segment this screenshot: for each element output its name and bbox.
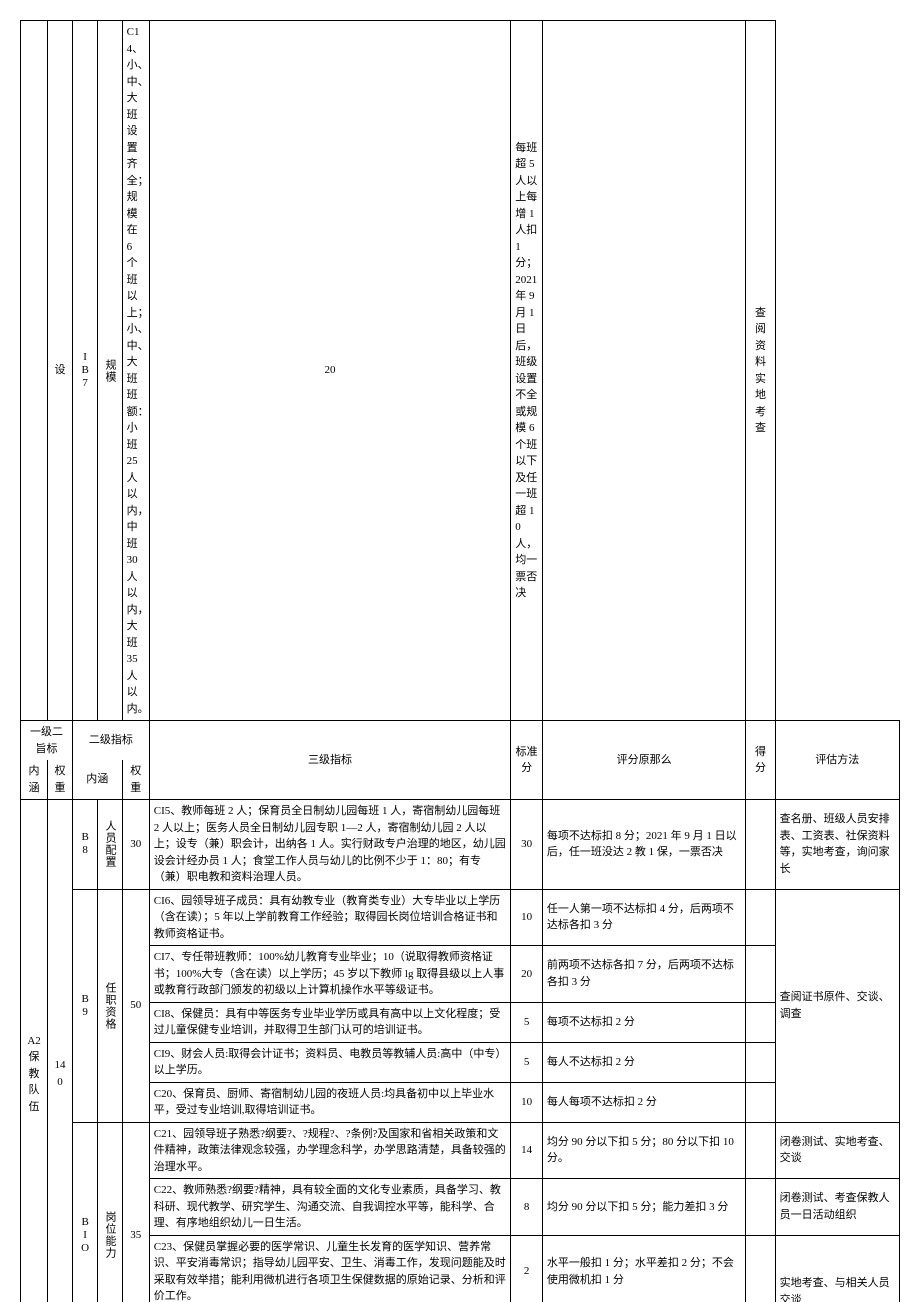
b8-weight: 30 xyxy=(122,800,149,890)
evaluation-table: 设 IB7 规模 C14、小、中、大班设置齐全；规模在 6 个班以上；小、中、大… xyxy=(20,20,900,1302)
c16-method: 查阅证书原件、交谈、调查 xyxy=(775,889,899,1122)
c23-method: 实地考查、与相关人员交谈 xyxy=(775,1235,899,1302)
c21-text: C21、园领导班子熟悉?纲要?、?规程?、?条例?及国家和省相关政策和文件精神，… xyxy=(149,1122,511,1179)
c15-getscore xyxy=(746,800,775,890)
a2-name: A2 保教队伍 xyxy=(21,800,48,1302)
c22-text: C22、教师熟悉?纲要?精神，具有较全面的文化专业素质，具备学习、教科研、现代教… xyxy=(149,1179,511,1236)
c16-score: 10 xyxy=(511,889,543,946)
top-she: 设 xyxy=(48,21,73,721)
row-c15: A2 保教队伍 140 B8 人员配置 30 CI5、教师每班 2 人；保育员全… xyxy=(21,800,900,890)
c18-getscore xyxy=(746,1002,775,1042)
top-code-suffix: 规模 xyxy=(97,21,122,721)
c15-criteria: 每项不达标扣 8 分；2021 年 9 月 1 日以后，任一班没达 2 教 1 … xyxy=(542,800,745,890)
b9-weight: 50 xyxy=(122,889,149,1122)
c22-criteria: 均分 90 分以下扣 5 分；能力差扣 3 分 xyxy=(542,1179,745,1236)
c14-criteria: 每班超 5 人以上每增 1 人扣 1 分；2021 年 9 月 1 日后，班级设… xyxy=(511,21,543,721)
top-row: 设 IB7 规模 C14、小、中、大班设置齐全；规模在 6 个班以上；小、中、大… xyxy=(21,21,900,721)
b8-name: 人员配置 xyxy=(97,800,122,890)
hdr-weight1: 权重 xyxy=(48,760,73,800)
c18-score: 5 xyxy=(511,1002,543,1042)
c20-score: 10 xyxy=(511,1082,543,1122)
c14-score: 20 xyxy=(149,21,511,721)
c15-score: 30 xyxy=(511,800,543,890)
c18-criteria: 每项不达标扣 2 分 xyxy=(542,1002,745,1042)
c22-method: 闭卷测试、考查保教人员一日活动组织 xyxy=(775,1179,899,1236)
c17-text: CI7、专任带班教师：100%幼儿教育专业毕业；10（说取得教师资格证书；100… xyxy=(149,946,511,1003)
hdr-neihan2: 内涵 xyxy=(72,760,122,800)
c19-criteria: 每人不达标扣 2 分 xyxy=(542,1042,745,1082)
hdr-method: 评估方法 xyxy=(775,721,899,800)
header-row-1: 一级二旨标 二级指标 三级指标 标准分 评分原那么 得分 评估方法 xyxy=(21,721,900,761)
row-c19: CI9、财会人员:取得会计证书；资料员、电教员等教辅人员:高中（中专）以上学历。… xyxy=(21,1042,900,1082)
hdr-lvl2: 二级指标 xyxy=(72,721,149,761)
b10-code: BIO xyxy=(72,1122,97,1302)
hdr-lvl3: 三级指标 xyxy=(149,721,511,800)
row-c16: B9 任职资格 50 CI6、园领导班子成员：具有幼教专业（教育类专业）大专毕业… xyxy=(21,889,900,946)
c18-text: CI8、保健员：具有中等医务专业毕业学历或具有高中以上文化程度；受过儿童保健专业… xyxy=(149,1002,511,1042)
row-c18: CI8、保健员：具有中等医务专业毕业学历或具有高中以上文化程度；受过儿童保健专业… xyxy=(21,1002,900,1042)
c16-text: CI6、园领导班子成员：具有幼教专业（教育类专业）大专毕业以上学历（含在读）；5… xyxy=(149,889,511,946)
row-c21: BIO 岗位能力 35 C21、园领导班子熟悉?纲要?、?规程?、?条例?及国家… xyxy=(21,1122,900,1179)
c22-getscore xyxy=(746,1179,775,1236)
b8-code: B8 xyxy=(72,800,97,890)
c23-score: 2 xyxy=(511,1235,543,1302)
row-c22: C22、教师熟悉?纲要?精神，具有较全面的文化专业素质，具备学习、教科研、现代教… xyxy=(21,1179,900,1236)
c15-method: 查名册、班级人员安排表、工资表、社保资料等，实地考查，询问家长 xyxy=(775,800,899,890)
c17-criteria: 前两项不达标各扣 7 分，后两项不达标各扣 3 分 xyxy=(542,946,745,1003)
c20-criteria: 每人每项不达标扣 2 分 xyxy=(542,1082,745,1122)
top-code: IB7 xyxy=(72,21,97,721)
c19-getscore xyxy=(746,1042,775,1082)
b9-code: B9 xyxy=(72,889,97,1122)
hdr-stdscore: 标准分 xyxy=(511,721,543,800)
row-c17: CI7、专任带班教师：100%幼儿教育专业毕业；10（说取得教师资格证书；100… xyxy=(21,946,900,1003)
c23-criteria: 水平一般扣 1 分；水平差扣 2 分；不会使用微机扣 1 分 xyxy=(542,1235,745,1302)
c14-getscore xyxy=(542,21,745,721)
c23-getscore xyxy=(746,1235,775,1302)
top-blank1 xyxy=(21,21,48,721)
c21-criteria: 均分 90 分以下扣 5 分；80 分以下扣 10 分。 xyxy=(542,1122,745,1179)
c15-text: CI5、教师每班 2 人；保育员全日制幼儿园每班 1 人，寄宿制幼儿园每班 2 … xyxy=(149,800,511,890)
c19-score: 5 xyxy=(511,1042,543,1082)
b9-name: 任职资格 xyxy=(97,889,122,1122)
c22-score: 8 xyxy=(511,1179,543,1236)
a2-weight: 140 xyxy=(48,800,73,1302)
c21-score: 14 xyxy=(511,1122,543,1179)
c20-text: C20、保育员、厨师、寄宿制幼儿园的夜班人员:均具备初中以上毕业水平，受过专业培… xyxy=(149,1082,511,1122)
hdr-criteria: 评分原那么 xyxy=(542,721,745,800)
c19-text: CI9、财会人员:取得会计证书；资料员、电教员等教辅人员:高中（中专）以上学历。 xyxy=(149,1042,511,1082)
c20-getscore xyxy=(746,1082,775,1122)
c16-criteria: 任一人第一项不达标扣 4 分，后两项不达标各扣 3 分 xyxy=(542,889,745,946)
hdr-neihan1: 内涵 xyxy=(21,760,48,800)
b10-name: 岗位能力 xyxy=(97,1122,122,1302)
hdr-lvl1a: 一级二旨标 xyxy=(21,721,73,761)
hdr-score: 得分 xyxy=(746,721,775,800)
c14-text: C14、小、中、大班设置齐全；规模在 6 个班以上；小、中、大班班额：小班 25… xyxy=(122,21,149,721)
c21-method: 闭卷测试、实地考查、交谈 xyxy=(775,1122,899,1179)
b10-weight: 35 xyxy=(122,1122,149,1302)
c16-getscore xyxy=(746,889,775,946)
c17-score: 20 xyxy=(511,946,543,1003)
c23-text: C23、保健员掌握必要的医学常识、儿童生长发育的医学知识、营养常识、平安消毒常识… xyxy=(149,1235,511,1302)
c17-getscore xyxy=(746,946,775,1003)
c21-getscore xyxy=(746,1122,775,1179)
row-c23: C23、保健员掌握必要的医学常识、儿童生长发育的医学知识、营养常识、平安消毒常识… xyxy=(21,1235,900,1302)
row-c20: C20、保育员、厨师、寄宿制幼儿园的夜班人员:均具备初中以上毕业水平，受过专业培… xyxy=(21,1082,900,1122)
c14-method: 查阅资料实地考查 xyxy=(746,21,775,721)
hdr-weight2: 权重 xyxy=(122,760,149,800)
